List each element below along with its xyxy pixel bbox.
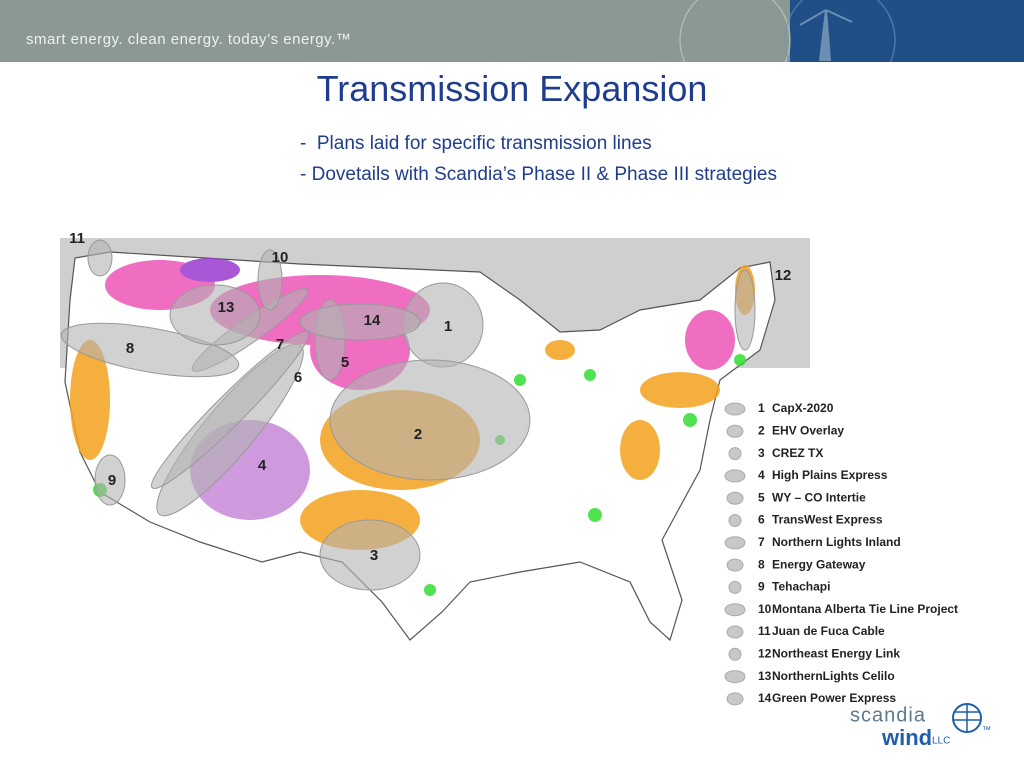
legend-icon [726,692,744,706]
legend-label: Tehachapi [772,580,830,594]
legend-number: 1 [758,401,765,415]
legend-number: 2 [758,423,765,437]
bullet: - Plans laid for specific transmission l… [300,133,652,154]
map-label: 4 [258,457,267,474]
legend-icon [724,670,746,684]
legend-number: 5 [758,490,765,504]
legend-icon [728,647,742,661]
legend-number: 8 [758,557,765,571]
legend-label: TransWest Express [772,513,883,527]
legend-icon [726,424,744,438]
legend-icon [728,514,742,527]
logo: scandia wind LLC ™ [850,703,991,750]
legend-label: NorthernLights Celilo [772,669,895,683]
legend-icon [728,580,742,594]
legend-icon [728,447,742,461]
header-banner: smart energy. clean energy. today’s ener… [0,0,1024,62]
legend-icon [724,536,746,550]
map-label: 8 [126,340,134,357]
tagline: smart energy. clean energy. today’s ener… [26,31,351,48]
legend-number: 7 [758,535,765,549]
legend-number: 13 [758,669,772,683]
legend-number: 9 [758,580,765,594]
legend-label: Northern Lights Inland [772,535,901,549]
legend-icon [724,402,746,416]
legend-label: Montana Alberta Tie Line Project [772,602,958,616]
legend-icon [726,558,744,572]
legend-label: Juan de Fuca Cable [772,624,885,638]
map-label: 10 [272,249,289,266]
map-label: 5 [341,354,349,371]
map-label: 9 [108,472,116,489]
legend-number: 3 [758,446,765,460]
logo-mark: ™ [982,724,991,734]
map-label: 1 [444,318,452,335]
map-label: 2 [414,426,422,443]
map-label: 6 [294,369,302,386]
legend-icon [724,603,746,617]
legend-number: 12 [758,646,772,660]
corridors [60,239,756,591]
legend-number: 4 [758,468,765,482]
legend-label: Energy Gateway [772,557,866,571]
legend-label: Green Power Express [772,691,896,705]
map-label: 7 [276,336,284,353]
legend-number: 6 [758,513,765,527]
logo-word: wind [881,725,932,750]
map-label: 3 [370,547,378,564]
legend-number: 14 [758,691,772,705]
legend-icon [724,469,746,483]
legend-number: 10 [758,602,772,616]
map-label: 14 [364,312,381,329]
legend-label: Northeast Energy Link [772,646,900,660]
logo-word: scandia [850,704,926,726]
map-label: 11 [69,230,85,247]
logo-suffix: LLC [932,736,950,747]
legend-number: 11 [758,624,771,638]
legend-icon [726,491,744,505]
legend-label: CapX-2020 [772,401,834,415]
bullet: - Dovetails with Scandia’s Phase II & Ph… [300,164,777,185]
legend-icon [726,625,744,639]
legend: 1 CapX-2020 2 EHV Overlay 3 CREZ TX 4 High Plai… [724,401,958,706]
slide-title: Transmission Expansion [316,68,708,109]
map-label: 12 [775,267,792,284]
legend-label: WY – CO Intertie [772,490,866,504]
legend-label: CREZ TX [772,446,823,460]
map-label: 13 [218,299,235,316]
legend-label: High Plains Express [772,468,888,482]
legend-label: EHV Overlay [772,423,844,437]
